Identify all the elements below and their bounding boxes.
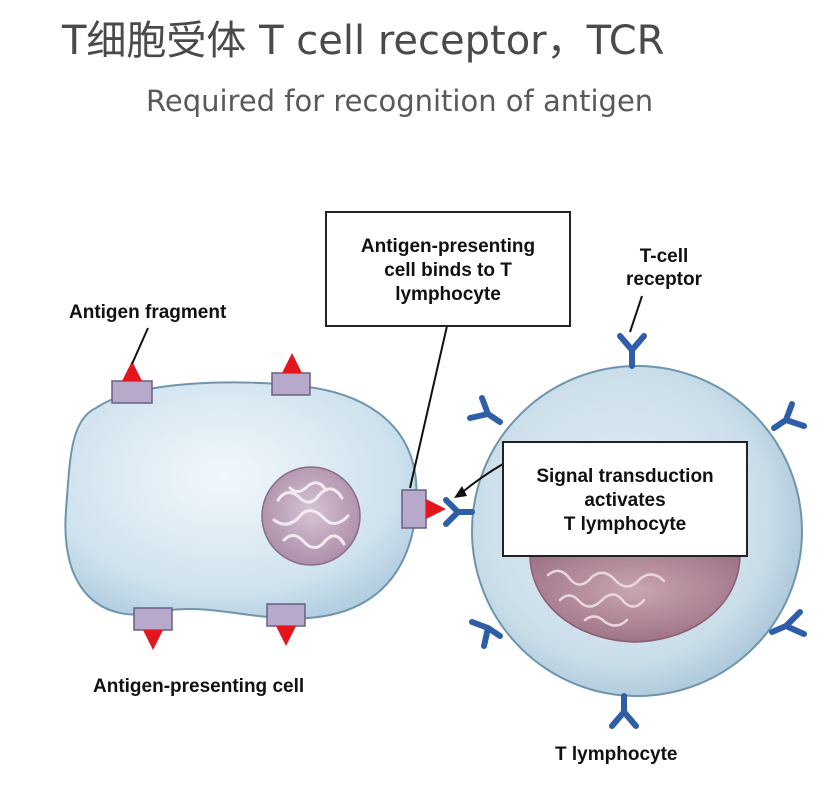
signal-callout-box: Signal transduction activates T lymphocy…	[502, 441, 748, 557]
antigen-fragment-pointer	[131, 327, 149, 365]
apc-nucleus	[261, 466, 361, 566]
page-subtitle: Required for recognition of antigen	[146, 84, 654, 118]
t-lymphocyte-nucleus	[529, 554, 741, 643]
page-title: T细胞受体 T cell receptor，TCR	[62, 18, 665, 64]
tcr-label-line-1: T-cell	[640, 246, 689, 267]
antigen-fragment-label: Antigen fragment	[69, 302, 227, 323]
mhc-antigen-top-right	[271, 353, 311, 396]
mhc-antigen-top-left	[111, 361, 153, 404]
signal-line-3: T lymphocyte	[564, 514, 686, 535]
antigen-presenting-cell	[64, 381, 418, 620]
binding-callout-box: Antigen-presenting cell binds to T lymph…	[325, 211, 571, 327]
tcr-bottom	[609, 693, 639, 729]
mhc-antigen-contact	[401, 489, 446, 529]
tcr-label-pointer	[629, 295, 643, 333]
tcr-upper-right	[771, 401, 807, 431]
signal-line-1: Signal transduction	[536, 466, 713, 487]
tcr-top	[617, 333, 647, 369]
t-lymphocyte-label: T lymphocyte	[555, 744, 677, 765]
tcr-label-line-2: receptor	[626, 269, 703, 290]
tcr-upper-left	[467, 395, 503, 425]
tcr-lower-left	[469, 619, 503, 649]
tcr-lower-right	[769, 609, 807, 637]
binding-line-1: Antigen-presenting	[361, 236, 535, 257]
binding-box-pointer	[409, 325, 448, 489]
apc-label: Antigen-presenting cell	[93, 676, 304, 697]
tcr-contact	[443, 497, 475, 527]
signal-line-2: activates	[584, 490, 665, 511]
mhc-antigen-bottom-left	[133, 607, 173, 650]
binding-line-2: cell binds to T	[384, 260, 512, 281]
mhc-antigen-bottom-right	[266, 603, 306, 646]
signal-arrow	[454, 463, 504, 498]
binding-line-3: lymphocyte	[395, 284, 501, 305]
